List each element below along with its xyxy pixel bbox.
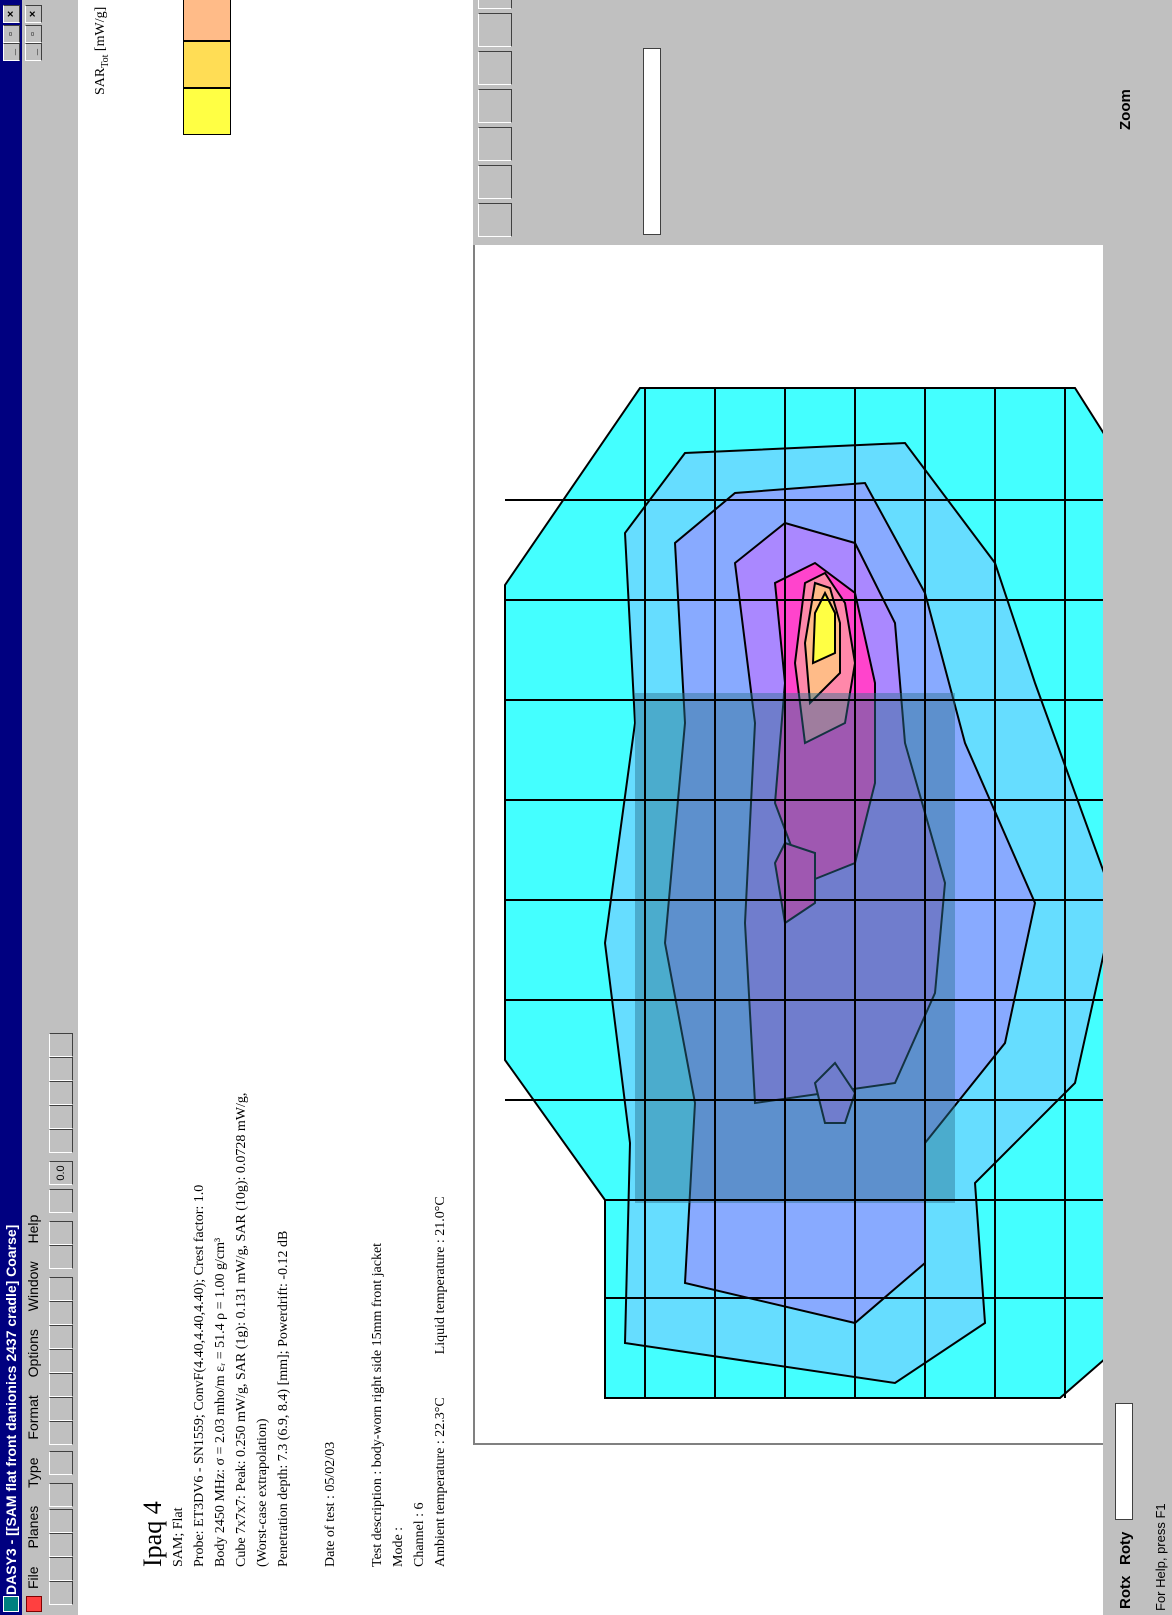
info-line: Penetration depth: 7.3 (6.9, 8.4) [mm]; …: [276, 1230, 291, 1567]
menu-window[interactable]: Window: [25, 1261, 41, 1312]
plane7-icon[interactable]: [49, 1277, 73, 1301]
sar-contour-plot: [504, 387, 1172, 1399]
mode: Mode :: [391, 1526, 406, 1567]
zoom-slider[interactable]: [643, 48, 661, 235]
liquid-temperature: Liquid temperature : 21.0°C: [433, 1196, 448, 1355]
contour-band-peak: [811, 590, 836, 665]
channel: Channel : 6: [412, 1502, 427, 1567]
plane1-icon[interactable]: [49, 1421, 73, 1445]
stop2-icon[interactable]: [49, 1081, 73, 1105]
probe-icon[interactable]: [49, 1451, 73, 1475]
roty-slider[interactable]: [1115, 1403, 1133, 1520]
fastforward-icon[interactable]: [49, 1105, 73, 1129]
info-line: Probe: ET3DV6 - SN1559; ConvF(4.40,4.40,…: [192, 1184, 207, 1567]
play-icon[interactable]: [49, 1129, 73, 1153]
target-icon[interactable]: [478, 0, 512, 9]
info-line: Cube 7x7x7: Peak: 0.250 mW/g, SAR (1g): …: [234, 1092, 270, 1567]
legend-swatch: [183, 0, 231, 41]
point-icon[interactable]: [49, 1057, 73, 1081]
ambient-temperature: Ambient temperature : 22.3°C: [433, 1397, 448, 1567]
query-icon[interactable]: [478, 127, 512, 161]
info-panel: Ipaq 4 SAM; Flat Probe: ET3DV6 - SN1559;…: [138, 1087, 451, 1567]
menu-help[interactable]: Help: [25, 1214, 41, 1244]
light-icon[interactable]: [478, 13, 512, 47]
status-bar: For Help, press F1: [1150, 0, 1172, 1615]
legend-swatch: [183, 88, 231, 135]
close-button[interactable]: ×: [3, 5, 20, 23]
plane3-icon[interactable]: [49, 1373, 73, 1397]
doc-minimize-button[interactable]: _: [25, 43, 42, 61]
hand-icon[interactable]: [478, 165, 512, 199]
view2-icon[interactable]: [478, 51, 512, 85]
plane2-icon[interactable]: [49, 1397, 73, 1421]
menu-format[interactable]: Format: [25, 1395, 41, 1440]
contour-band-small: [813, 1061, 857, 1124]
plane6-icon[interactable]: [49, 1301, 73, 1325]
view1-icon[interactable]: [478, 89, 512, 123]
toolbar: 0.0: [44, 0, 78, 1615]
menu-options[interactable]: Options: [25, 1329, 41, 1378]
save-icon[interactable]: [49, 1533, 73, 1557]
app-icon: [3, 1596, 19, 1612]
view-tools-panel: [473, 0, 1172, 245]
doc-close-button[interactable]: ×: [25, 5, 42, 23]
window-title: DASY3 - [[SAM flat front danionics 2437 …: [3, 1224, 19, 1595]
menu-file[interactable]: File: [25, 1566, 41, 1589]
info-line: Body 2450 MHz: σ = 2.03 mho/m εᵣ = 51.4 …: [213, 1237, 228, 1567]
minimize-button[interactable]: _: [3, 43, 20, 61]
status-text: For Help, press F1: [1153, 1503, 1168, 1611]
title-bar: DASY3 - [[SAM flat front danionics 2437 …: [0, 0, 22, 1615]
network-icon[interactable]: [49, 1221, 73, 1245]
sar-legend: SARTot [mW/g] 1.23E-11.11E-19.84E-28.61E…: [78, 0, 248, 165]
tools-icon[interactable]: [49, 1245, 73, 1269]
device-overlay: [635, 693, 955, 1203]
rotx-label: Rotx: [1117, 1575, 1134, 1609]
zoom-label: Zoom: [1117, 89, 1134, 130]
page-title: Ipaq 4: [138, 1501, 167, 1567]
open-icon[interactable]: [49, 1557, 73, 1581]
menu-planes[interactable]: Planes: [25, 1505, 41, 1549]
sar-3d-view[interactable]: [473, 243, 1172, 1445]
legend-title: SARTot [mW/g]: [93, 6, 111, 95]
menu-type[interactable]: Type: [25, 1457, 41, 1488]
help-icon[interactable]: [49, 1483, 73, 1507]
dots-icon[interactable]: [49, 1033, 73, 1057]
value-icon[interactable]: 0.0: [49, 1161, 73, 1185]
date-of-test: Date of test : 05/02/03: [323, 1441, 338, 1567]
test-description: Test description : body-worn right side …: [370, 1242, 385, 1567]
menu-bar: File Planes Type Format Options Window H…: [22, 0, 44, 1615]
document-area: Ipaq 4 SAM; Flat Probe: ET3DV6 - SN1559;…: [78, 0, 1172, 1615]
stop-icon[interactable]: [49, 1189, 73, 1213]
document-icon: [26, 1596, 42, 1612]
roty-label: Roty: [1117, 1531, 1134, 1565]
info-line: SAM; Flat: [171, 1507, 186, 1567]
rotation-controls: Rotx Roty Zoom: [1103, 0, 1150, 1615]
restore-button[interactable]: ▫: [3, 25, 20, 43]
print-icon[interactable]: [49, 1509, 73, 1533]
doc-restore-button[interactable]: ▫: [25, 25, 42, 43]
plane4-icon[interactable]: [49, 1349, 73, 1373]
legend-swatch: [183, 41, 231, 88]
arrow-icon[interactable]: [478, 203, 512, 237]
new-icon[interactable]: [49, 1581, 73, 1605]
plane5-icon[interactable]: [49, 1325, 73, 1349]
grid-lines: [505, 388, 1172, 1398]
